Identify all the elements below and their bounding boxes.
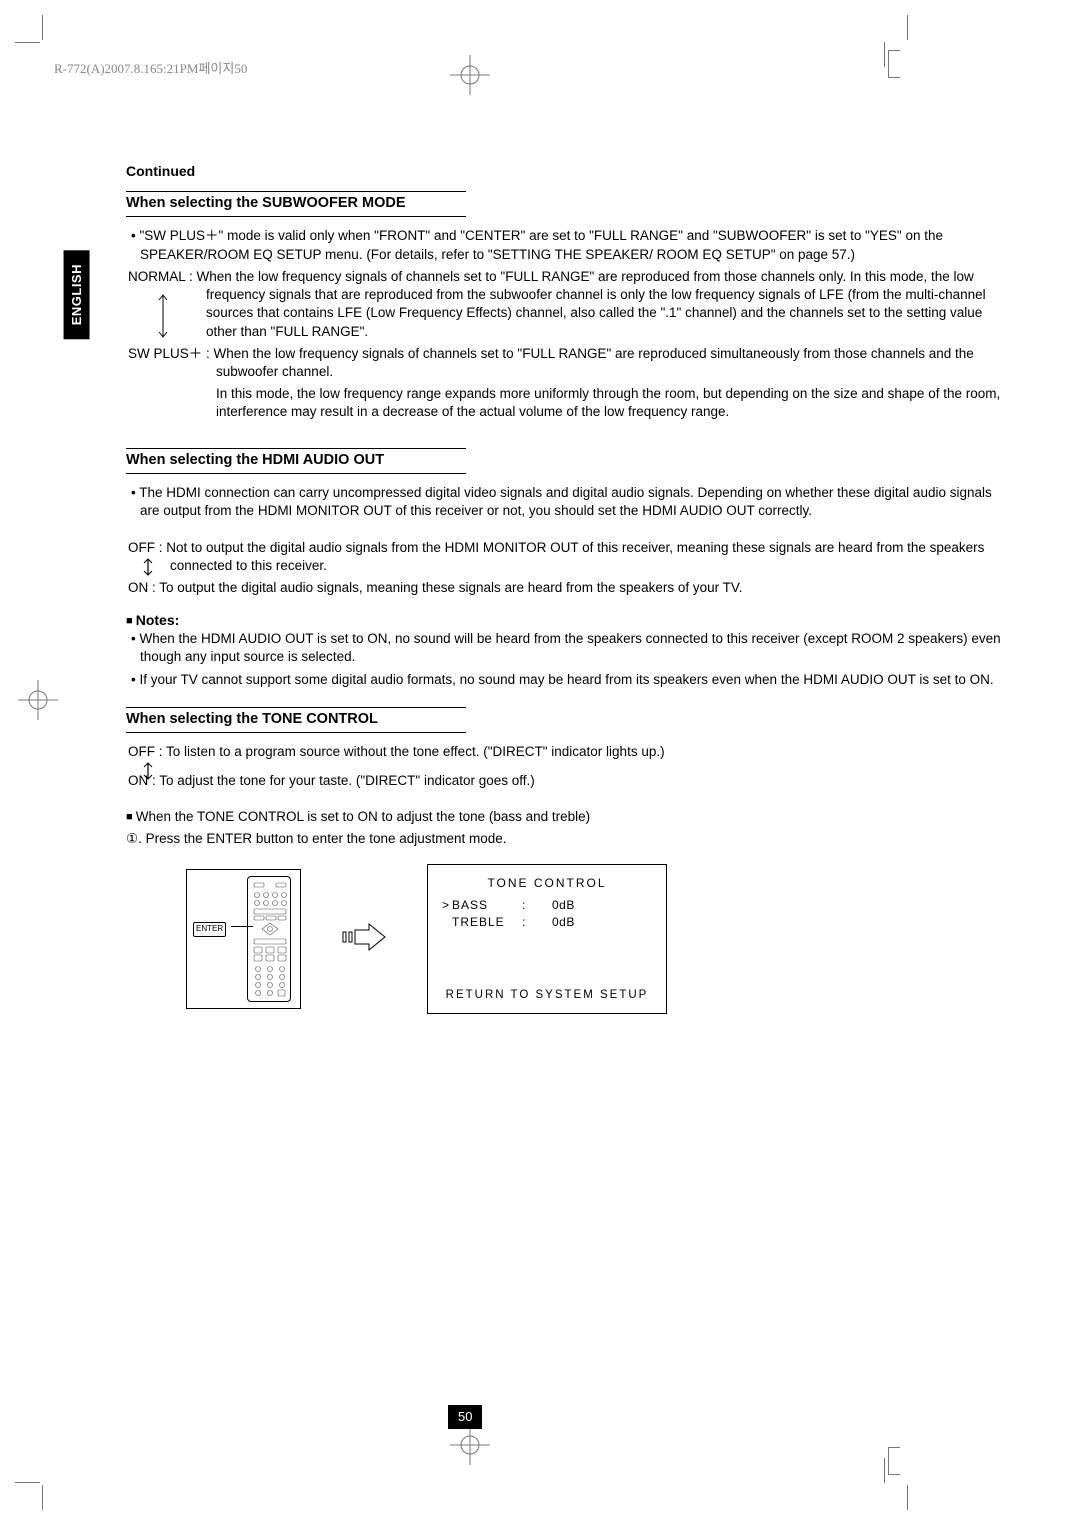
section-heading-text: When selecting the TONE CONTROL (126, 710, 378, 733)
figure-row: ENTER (126, 864, 1006, 1014)
row-sep: : (522, 897, 552, 913)
crop-mark (42, 15, 43, 40)
body-text: ON : To adjust the tone for your taste. … (126, 772, 1006, 790)
crop-mark (15, 1482, 40, 1483)
registration-mark-left (18, 680, 58, 725)
section-heading-text: When selecting the SUBWOOFER MODE (126, 194, 406, 217)
row-sep: : (522, 914, 552, 930)
section-rule (126, 191, 466, 192)
square-bullet-icon: ■ (126, 615, 136, 627)
body-text: • The HDMI connection can carry uncompre… (126, 484, 1006, 520)
body-text: ■ When the TONE CONTROL is set to ON to … (126, 808, 1006, 826)
page-content: Continued When selecting the SUBWOOFER M… (126, 162, 1006, 1014)
display-row: > BASS : 0dB (442, 897, 652, 913)
body-text: • When the HDMI AUDIO OUT is set to ON, … (126, 630, 1006, 666)
crop-mark (907, 1485, 908, 1510)
text: When the low frequency signals of channe… (197, 269, 986, 339)
updown-arrow-icon (142, 557, 154, 582)
tone-control-display: TONE CONTROL > BASS : 0dB TREBLE : 0dB R… (427, 864, 667, 1014)
row-label: BASS (452, 897, 522, 913)
crop-mark (42, 1485, 43, 1510)
body-text: NORMAL : When the low frequency signals … (126, 268, 1006, 341)
crop-mark (888, 1447, 900, 1475)
section-heading-subwoofer: When selecting the SUBWOOFER MODE (126, 194, 466, 218)
label: NORMAL : (128, 269, 197, 284)
row-value: 0dB (552, 897, 612, 913)
body-text: SW PLUS＋ : When the low frequency signal… (126, 345, 1006, 381)
registration-mark-top (450, 55, 490, 100)
text: To listen to a program source without th… (166, 744, 665, 759)
text: To output the digital audio signals, mea… (159, 580, 742, 595)
print-header: R-772(A)2007.8.165:21PM페이지50 (54, 60, 247, 78)
text: When the low frequency signals of channe… (214, 346, 974, 379)
remote-outline (247, 876, 291, 1002)
label: OFF : (128, 540, 166, 555)
updown-arrow-icon (156, 292, 170, 345)
section-heading-tone: When selecting the TONE CONTROL (126, 710, 466, 734)
remote-control-figure: ENTER (186, 869, 301, 1009)
notes-heading: ■ Notes: (126, 611, 1006, 630)
display-title: TONE CONTROL (442, 875, 652, 891)
block-arrow-icon (341, 922, 387, 957)
row-marker (442, 914, 452, 930)
registration-mark-bottom (450, 1425, 490, 1470)
body-text: • If your TV cannot support some digital… (126, 671, 1006, 689)
crop-mark (907, 15, 908, 40)
notes-label: Notes: (136, 612, 180, 628)
crop-mark (15, 42, 40, 43)
body-text: ①. Press the ENTER button to enter the t… (126, 830, 1006, 848)
display-footer: RETURN TO SYSTEM SETUP (428, 988, 666, 1004)
section-heading-text: When selecting the HDMI AUDIO OUT (126, 451, 384, 474)
body-text: In this mode, the low frequency range ex… (126, 385, 1006, 421)
text: When the TONE CONTROL is set to ON to ad… (136, 809, 590, 824)
body-text: ON : To output the digital audio signals… (126, 579, 1006, 597)
body-text: OFF : To listen to a program source with… (126, 743, 1006, 761)
label: ON : (128, 580, 159, 595)
crop-mark (888, 50, 900, 78)
text: To adjust the tone for your taste. ("DIR… (159, 773, 535, 788)
row-label: TREBLE (452, 914, 522, 930)
text: Not to output the digital audio signals … (166, 540, 984, 573)
display-row: TREBLE : 0dB (442, 914, 652, 930)
updown-arrow-icon (142, 761, 154, 786)
row-marker: > (442, 897, 452, 913)
continued-label: Continued (126, 162, 1006, 181)
section-rule (126, 448, 466, 449)
crop-mark (884, 42, 885, 67)
remote-button-label: ENTER (193, 922, 226, 937)
label: OFF : (128, 744, 166, 759)
crop-mark (884, 1458, 885, 1483)
section-heading-hdmi: When selecting the HDMI AUDIO OUT (126, 451, 466, 475)
body-text: OFF : Not to output the digital audio si… (126, 539, 1006, 575)
section-rule (126, 707, 466, 708)
row-value: 0dB (552, 914, 612, 930)
square-bullet-icon: ■ (126, 811, 136, 823)
body-text: • "SW PLUS＋" mode is valid only when "FR… (126, 227, 1006, 263)
language-tab: ENGLISH (64, 250, 90, 339)
label: SW PLUS＋ : (128, 346, 214, 361)
page-number: 50 (448, 1405, 482, 1429)
